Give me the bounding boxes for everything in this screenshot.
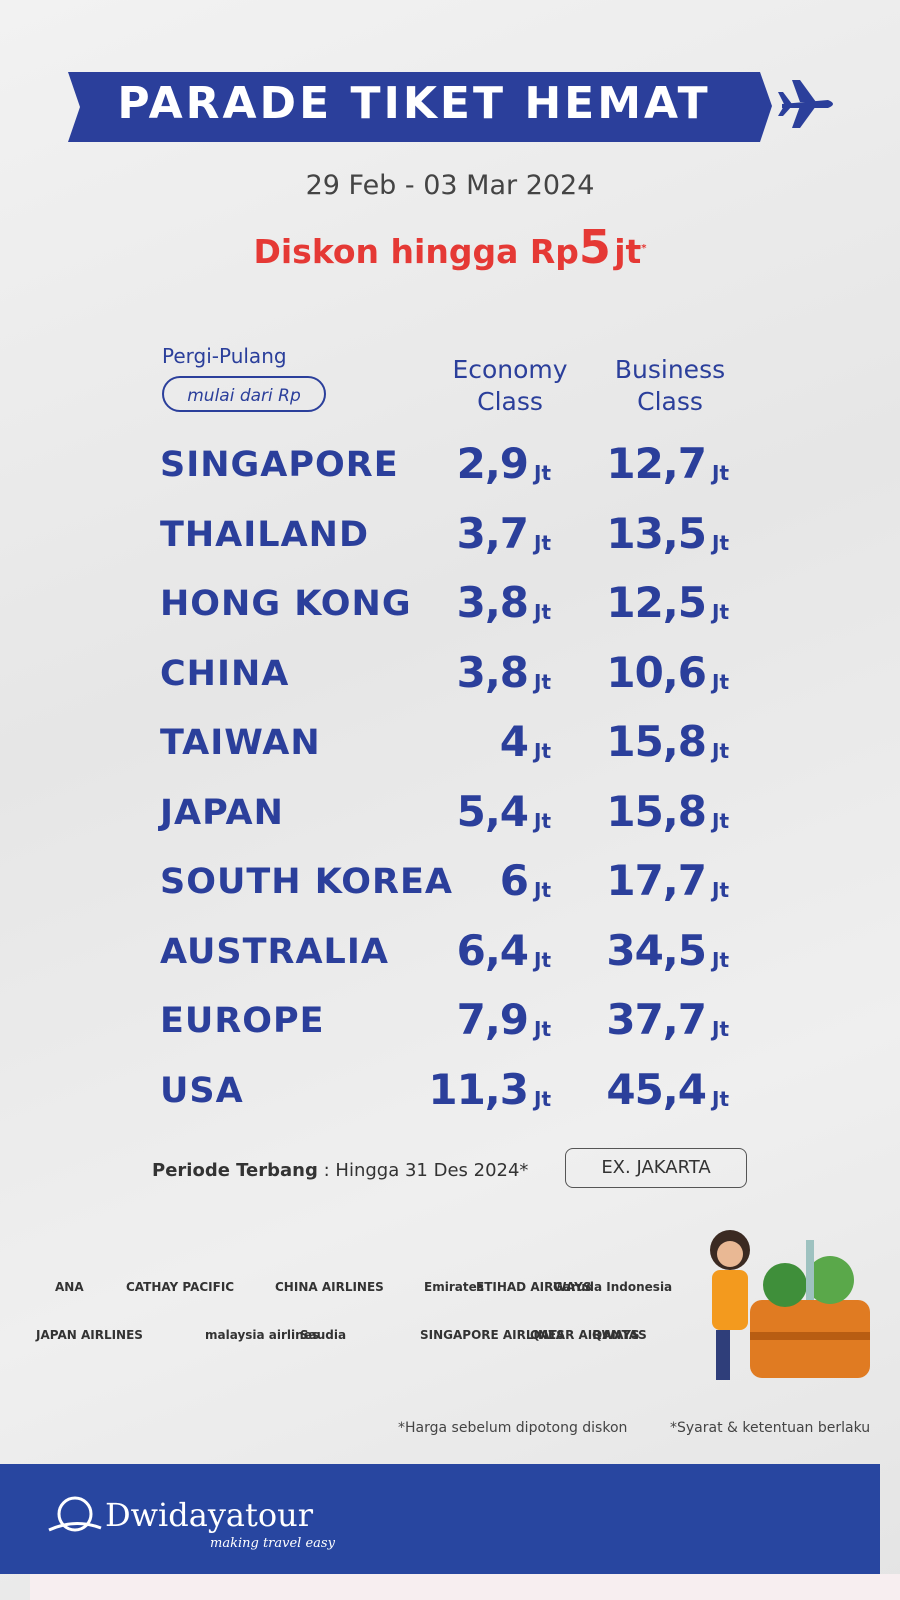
- airline-logo: ETIHAD AIRWAYS: [476, 1280, 592, 1294]
- brand-tagline: making travel easy: [210, 1536, 335, 1551]
- price-unit: Jt: [712, 947, 730, 972]
- airline-logo: CATHAY PACIFIC: [126, 1280, 235, 1294]
- business-price: 34,5: [606, 925, 707, 975]
- price-unit: Jt: [712, 878, 730, 902]
- business-price: 45,4: [606, 1064, 707, 1114]
- title: PARADE TIKET HEMAT: [117, 78, 711, 129]
- airline-logo: Emirates: [424, 1280, 484, 1294]
- period-text: : Hingga 31 Des 2024*: [323, 1160, 529, 1181]
- price-unit: Jt: [712, 1086, 730, 1111]
- economy-price: 3,8: [456, 578, 529, 627]
- business-price: 12,5: [606, 578, 707, 627]
- business-price: 15,8: [606, 786, 707, 836]
- destination: EUROPE: [160, 1001, 325, 1041]
- destination: AUSTRALIA: [160, 931, 389, 972]
- origin: EX. JAKARTA: [565, 1148, 747, 1188]
- destination: USA: [160, 1070, 244, 1111]
- destination: THAILAND: [160, 514, 370, 555]
- column-header: Business Class: [614, 355, 726, 416]
- price-unit: Jt: [534, 461, 552, 485]
- price-unit: Jt: [712, 1017, 730, 1041]
- economy-price: 6: [499, 856, 529, 905]
- discount: Diskon hingga Rp5 jt*: [0, 220, 900, 274]
- destination: CHINA: [160, 653, 290, 694]
- price-unit: Jt: [534, 1086, 552, 1111]
- price-unit: Jt: [534, 669, 552, 694]
- price-unit: Jt: [534, 530, 552, 555]
- price-unit: Jt: [534, 600, 552, 624]
- airline-logo: ANA: [55, 1280, 84, 1294]
- column-header: Economy Class: [452, 355, 568, 416]
- destination: JAPAN: [160, 792, 284, 833]
- discount-amount: 5: [578, 220, 611, 274]
- price-unit: Jt: [712, 669, 730, 694]
- business-price: 37,7: [606, 995, 707, 1044]
- footnote: *Syarat & ketentuan berlaku: [670, 1420, 871, 1436]
- footer-band: [0, 1464, 880, 1574]
- economy-price: 11,3: [428, 1064, 529, 1114]
- price-unit: Jt: [712, 530, 730, 555]
- period-label: Periode Terbang: [152, 1160, 318, 1181]
- banner-ribbon: [68, 72, 772, 142]
- airline-logo: QATAR AIRWAYS: [530, 1328, 640, 1342]
- airline-logo: Saudia: [300, 1328, 347, 1342]
- economy-price: 5,4: [456, 786, 529, 836]
- discount-mark: *: [641, 243, 647, 254]
- business-price: 17,7: [606, 856, 707, 905]
- business-price: 15,8: [606, 717, 707, 766]
- business-price: 12,7: [606, 439, 707, 488]
- price-unit: Jt: [712, 461, 730, 485]
- economy-price: 7,9: [456, 995, 529, 1044]
- economy-price: 4: [499, 717, 529, 766]
- discount-prefix: Diskon hingga Rp: [253, 232, 579, 271]
- airline-logo: SINGAPORE AIRLINES: [420, 1328, 565, 1342]
- business-price: 10,6: [606, 647, 707, 697]
- destination: TAIWAN: [160, 723, 321, 763]
- footnote: *Harga sebelum dipotong diskon: [398, 1420, 628, 1436]
- economy-price: 2,9: [456, 439, 529, 488]
- brand-logo: [48, 1496, 102, 1532]
- price-unit: Jt: [534, 739, 552, 763]
- price-unit: Jt: [534, 1017, 552, 1041]
- plane-icon: [778, 80, 833, 128]
- destination: SOUTH KOREA: [160, 862, 453, 902]
- business-price: 13,5: [606, 508, 707, 558]
- discount-unit: jt: [614, 232, 642, 271]
- price-unit: Jt: [534, 878, 552, 902]
- economy-price: 6,4: [456, 925, 529, 975]
- period: Periode Terbang : Hingga 31 Des 2024*: [152, 1160, 528, 1181]
- economy-price: 3,7: [456, 508, 529, 558]
- brand-name: Dwidayatour: [105, 1496, 314, 1534]
- price-unit: Jt: [712, 600, 730, 624]
- price-note: mulai dari Rp: [162, 376, 326, 412]
- footer-strip: [30, 1574, 900, 1600]
- price-unit: Jt: [534, 947, 552, 972]
- destination: SINGAPORE: [160, 445, 399, 485]
- airline-logo: JAPAN AIRLINES: [36, 1328, 143, 1342]
- trip-type: Pergi-Pulang: [162, 344, 287, 368]
- dates: 29 Feb - 03 Mar 2024: [305, 170, 595, 201]
- price-unit: Jt: [712, 739, 730, 763]
- economy-price: 3,8: [456, 647, 529, 697]
- airline-logo: QANTAS: [592, 1328, 647, 1342]
- destination: HONG KONG: [160, 584, 412, 624]
- airline-logo: malaysia airlines: [205, 1328, 319, 1342]
- price-unit: Jt: [712, 808, 730, 833]
- illustration: [710, 1230, 870, 1380]
- price-unit: Jt: [534, 808, 552, 833]
- airline-logo: CHINA AIRLINES: [275, 1280, 384, 1294]
- airline-logo: Garuda Indonesia: [553, 1280, 673, 1294]
- banner-graphic: [68, 72, 833, 142]
